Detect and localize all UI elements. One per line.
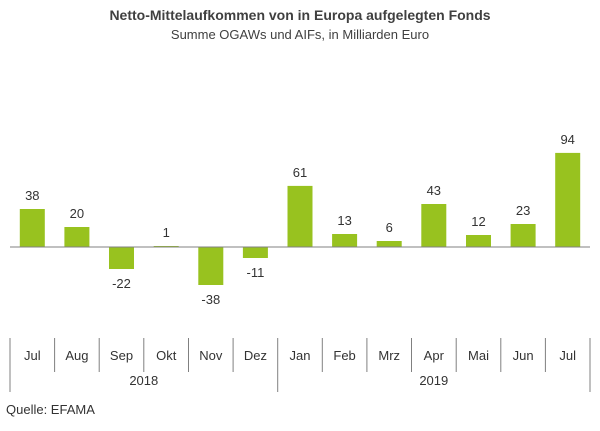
value-label-8: 13 [337, 213, 351, 228]
bar-5 [198, 247, 224, 285]
value-label-7: 61 [293, 165, 307, 180]
tick-label-13: Jul [559, 348, 576, 363]
tick-label-5: Nov [199, 348, 223, 363]
value-label-1: 38 [25, 188, 39, 203]
bar-8 [332, 234, 358, 247]
value-label-12: 23 [516, 203, 530, 218]
bar-7 [287, 185, 313, 247]
value-label-11: 12 [471, 214, 485, 229]
bar-3 [109, 247, 134, 269]
value-label-3: -22 [112, 276, 131, 291]
tick-label-1: Jul [24, 348, 41, 363]
tick-label-9: Mrz [378, 348, 400, 363]
chart-title: Netto-Mittelaufkommen von in Europa aufg… [109, 7, 491, 23]
value-label-10: 43 [427, 183, 441, 198]
value-labels-layer: 38 20 -22 1 -38 -11 61 13 6 43 12 23 94 [25, 132, 575, 307]
value-label-5: -38 [201, 292, 220, 307]
value-label-13: 94 [560, 132, 574, 147]
source-note: Quelle: EFAMA [6, 402, 95, 417]
tick-label-10: Apr [424, 348, 445, 363]
bar-9 [376, 241, 402, 247]
bar-13 [555, 152, 581, 247]
tick-label-11: Mai [468, 348, 489, 363]
bar-6 [242, 247, 268, 258]
value-label-4: 1 [163, 225, 170, 240]
bar-2 [64, 227, 90, 247]
tick-label-7: Jan [290, 348, 311, 363]
bar-11 [466, 235, 491, 247]
tick-label-8: Feb [333, 348, 355, 363]
bars-layer [19, 152, 581, 285]
bar-12 [510, 224, 536, 247]
tick-label-12: Jun [513, 348, 534, 363]
value-label-6: -11 [246, 265, 264, 280]
year-label-2019: 2019 [419, 373, 448, 388]
tick-label-6: Dez [244, 348, 267, 363]
tick-label-4: Okt [156, 348, 177, 363]
year-label-2018: 2018 [129, 373, 158, 388]
value-label-2: 20 [70, 206, 84, 221]
bar-1 [19, 209, 45, 247]
chart-subtitle: Summe OGAWs und AIFs, in Milliarden Euro [170, 27, 430, 42]
tick-label-2: Aug [65, 348, 88, 363]
bar-10 [421, 204, 447, 247]
x-axis: Jul Aug Sep Okt Nov Dez Jan Feb Mrz Apr Mai Jun Jul 2… [9, 246, 591, 392]
tick-label-3: Sep [110, 348, 133, 363]
value-label-9: 6 [386, 220, 393, 235]
